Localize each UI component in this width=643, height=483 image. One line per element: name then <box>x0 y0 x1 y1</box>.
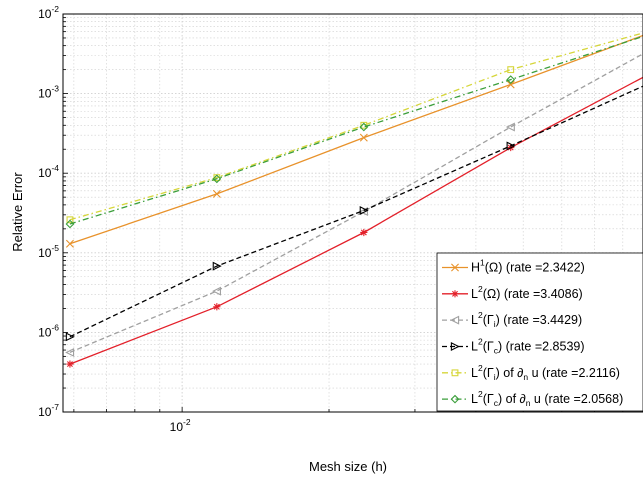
series-line <box>69 53 643 353</box>
y-tick-label: 10-4 <box>38 163 59 180</box>
data-point <box>65 332 75 342</box>
y-tick-label: 10-5 <box>38 243 59 260</box>
series-6 <box>65 35 643 229</box>
legend-marker <box>450 341 460 351</box>
legend-marker <box>451 369 459 377</box>
series-layer <box>65 32 643 368</box>
x-tick-label: 10-2 <box>170 417 191 434</box>
series-line <box>69 32 643 221</box>
x-axis-label: Mesh size (h) <box>309 459 387 474</box>
legend-label: L2(Γi) of ∂n u (rate =2.2116) <box>471 363 620 382</box>
data-point <box>212 174 222 184</box>
data-point <box>212 189 221 198</box>
legend-label: L2(Ω) (rate =3.4086) <box>471 284 583 301</box>
data-point <box>359 133 368 142</box>
legend-entry: L2(Γc) (rate =2.8539) <box>442 336 585 355</box>
data-point <box>358 207 368 217</box>
legend-box <box>436 252 643 412</box>
legend-marker <box>451 263 459 272</box>
legend-marker <box>450 394 460 404</box>
y-tick-label: 10-7 <box>38 402 59 419</box>
legend: H1(Ω) (rate =2.3422) L2(Ω) (rate =3.4086)… <box>436 252 643 412</box>
legend-entry: L2(Γi) (rate =3.4429) <box>442 310 582 329</box>
y-tick-label: 10-6 <box>38 322 59 339</box>
series-4 <box>65 85 643 342</box>
legend-entry: L2(Γc) of ∂n u (rate =2.0568) <box>442 389 623 408</box>
data-point <box>507 66 515 74</box>
axes <box>62 13 643 413</box>
data-point <box>506 80 515 89</box>
plot-frame <box>62 13 643 413</box>
legend-entry: L2(Γi) of ∂n u (rate =2.2116) <box>442 363 620 382</box>
data-point <box>65 239 74 248</box>
y-tick-label: 10-2 <box>38 4 59 21</box>
legend-label: H1(Ω) (rate =2.3422) <box>471 257 585 274</box>
data-point <box>360 228 368 237</box>
legend-label: L2(Γc) (rate =2.8539) <box>471 336 585 355</box>
data-point <box>212 261 222 271</box>
tick-labels: 10-2 10-3 10-4 10-5 10-6 10-7 10-2 <box>38 4 191 434</box>
data-point <box>66 360 74 368</box>
data-point <box>506 75 516 84</box>
legend-entry: H1(Ω) (rate =2.3422) <box>442 257 585 274</box>
y-tick-label: 10-3 <box>38 84 59 101</box>
data-point <box>359 122 369 132</box>
series-1 <box>65 34 643 248</box>
data-point <box>359 206 369 215</box>
legend-entry: L2(Ω) (rate =3.4086) <box>442 284 583 301</box>
y-axis-label: Relative Error <box>10 172 25 252</box>
series-3 <box>65 53 643 357</box>
legend-label: L2(Γc) of ∂n u (rate =2.0568) <box>471 389 623 408</box>
data-point <box>65 347 75 357</box>
data-point <box>505 122 515 132</box>
legend-marker <box>451 290 459 298</box>
data-point <box>66 216 74 224</box>
data-point <box>360 121 368 129</box>
data-point <box>213 303 221 311</box>
legend-label: L2(Γi) (rate =3.4429) <box>471 310 582 329</box>
data-point <box>506 141 516 151</box>
data-point <box>212 286 221 296</box>
series-line <box>69 35 643 225</box>
data-point <box>65 219 75 229</box>
legend-marker <box>450 315 460 325</box>
series-line <box>69 85 643 338</box>
